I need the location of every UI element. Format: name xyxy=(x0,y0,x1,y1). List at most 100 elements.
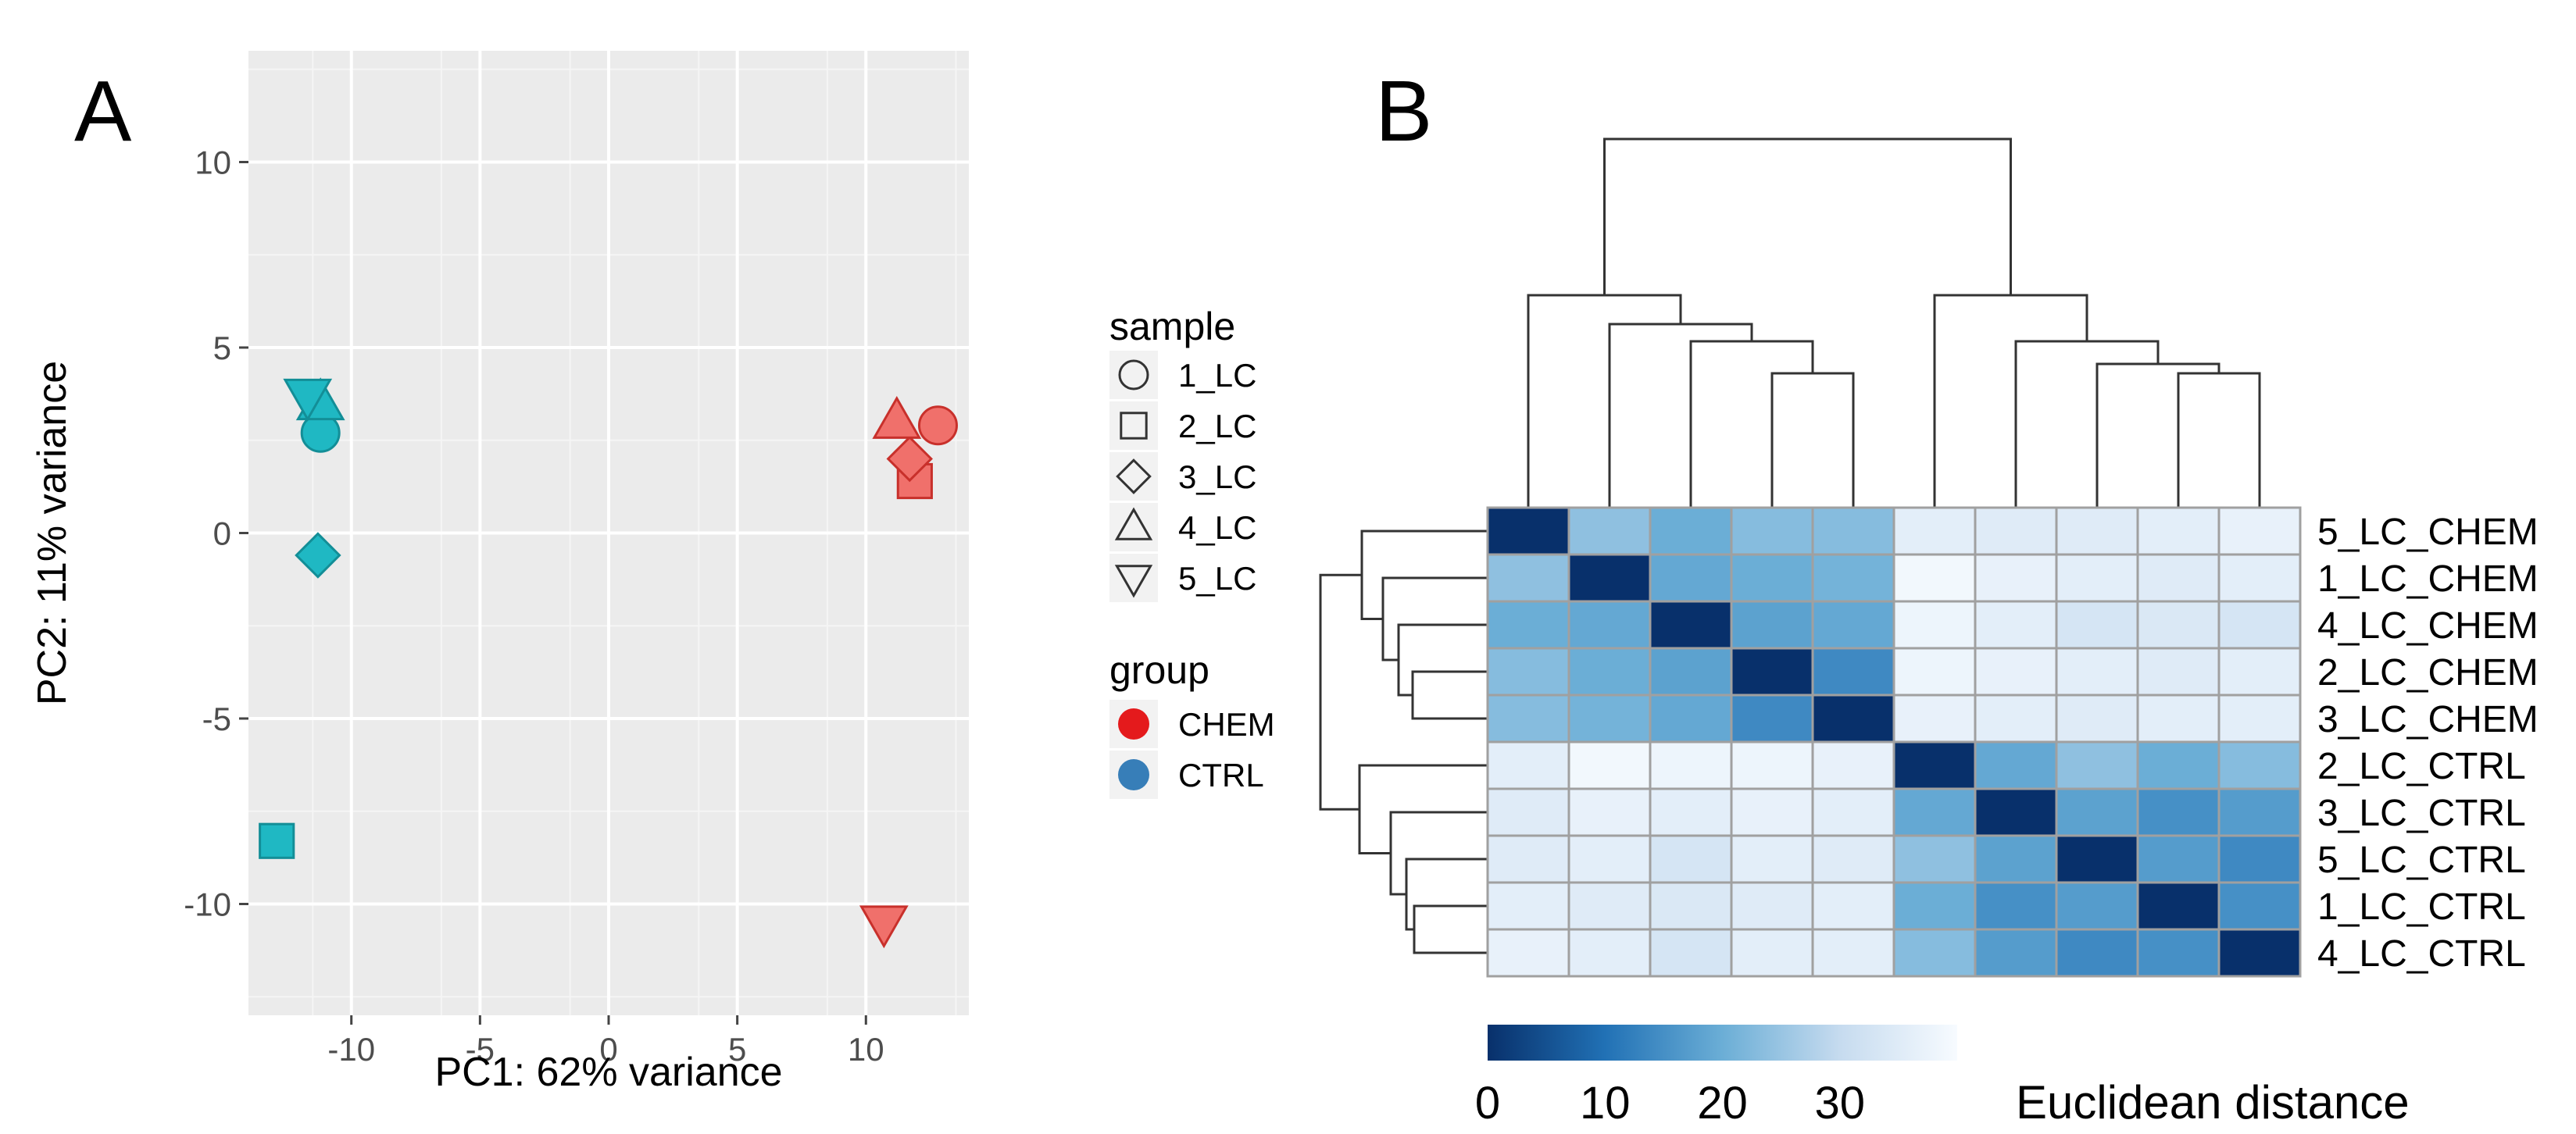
pca-points xyxy=(259,377,958,949)
y-tick-label: -5 xyxy=(202,701,231,737)
heatmap-cell xyxy=(2136,553,2221,603)
legend-sample-label: 5_LC xyxy=(1178,560,1256,597)
legend-group-label: CHEM xyxy=(1178,706,1275,743)
legend-key-bg xyxy=(1109,401,1158,450)
heatmap-cell xyxy=(2217,506,2302,556)
heatmap-row-label: 5_LC_CTRL xyxy=(2317,840,2526,881)
heatmap-cell xyxy=(1567,881,1652,931)
heatmap-cell xyxy=(2055,928,2139,978)
heatmap-cell xyxy=(1811,553,1895,603)
heatmap-cell xyxy=(1892,787,1977,837)
heatmap-cell xyxy=(2217,600,2302,650)
heatmap-cell xyxy=(2136,647,2221,697)
heatmap-cell xyxy=(1811,740,1895,790)
heatmap-cell xyxy=(1649,740,1733,790)
heatmap-cell xyxy=(1567,553,1652,603)
dendrogram-link xyxy=(1413,904,1488,954)
heatmap-cell xyxy=(1649,787,1733,837)
heatmap-cell xyxy=(1567,506,1652,556)
panel-b-label: B xyxy=(1375,63,1432,159)
heatmap-cell xyxy=(1974,600,2058,650)
legend-shape-diamond xyxy=(1116,458,1152,494)
x-tick-label: -10 xyxy=(327,1031,375,1068)
colorbar-label: Euclidean distance xyxy=(2016,1076,2410,1129)
legend-key-bg xyxy=(1109,351,1158,399)
heatmap-cell xyxy=(2055,694,2139,744)
heatmap-cell xyxy=(2055,553,2139,603)
heatmap-row-label: 1_LC_CHEM xyxy=(2317,558,2538,600)
dendrogram-link xyxy=(1603,137,2012,295)
x-tick-label: -5 xyxy=(466,1031,495,1068)
heatmap-cell xyxy=(2055,647,2139,697)
dendrogram-link xyxy=(1360,530,1488,620)
heatmap-cell xyxy=(1730,600,1814,650)
pca-y-axis-label: PC2: 11% variance xyxy=(30,361,75,705)
heatmap-cell xyxy=(2136,740,2221,790)
heatmap-cell xyxy=(1811,834,1895,884)
colorbar-gradient xyxy=(1488,1025,1957,1061)
pca-ticks: -10 -5 0 5 10 10 5 0 -5 -10 xyxy=(184,144,884,1068)
heatmap-cell xyxy=(2217,928,2302,978)
heatmap-cells xyxy=(1486,506,2302,978)
heatmap-cell xyxy=(1567,694,1652,744)
heatmap-cell xyxy=(1730,881,1814,931)
heatmap-cell xyxy=(1892,694,1977,744)
heatmap-cell xyxy=(2055,881,2139,931)
heatmap-cell xyxy=(1730,647,1814,697)
heatmap-cell xyxy=(2136,928,2221,978)
heatmap-cell xyxy=(1974,787,2058,837)
heatmap-cell xyxy=(2055,834,2139,884)
legend-shape-square xyxy=(1120,412,1148,440)
heatmap-cell xyxy=(1974,694,2058,744)
legend-sample-label: 3_LC xyxy=(1178,458,1256,495)
heatmap-cell xyxy=(1649,694,1733,744)
pca-gridlines xyxy=(248,51,969,1015)
heatmap-cell xyxy=(1486,553,1570,603)
colorbar-tick-label: 30 xyxy=(1814,1078,1865,1129)
heatmap-cell xyxy=(2217,881,2302,931)
legend-group-title: group xyxy=(1109,648,1209,692)
heatmap-cell xyxy=(1649,600,1733,650)
colorbar-tick-label: 10 xyxy=(1580,1078,1631,1129)
dendrogram-link xyxy=(1689,340,1814,508)
colorbar-tick-label: 0 xyxy=(1475,1078,1500,1129)
dendrogram-link xyxy=(1770,372,1855,508)
dendrogram-link xyxy=(1405,858,1488,931)
heatmap-row-label: 4_LC_CTRL xyxy=(2317,933,2526,975)
colorbar-tick-label: 20 xyxy=(1697,1078,1748,1129)
legend-sample-title: sample xyxy=(1109,305,1235,348)
heatmap-cell xyxy=(1486,506,1570,556)
heatmap-cell xyxy=(1811,694,1895,744)
heatmap-row-label: 2_LC_CHEM xyxy=(2317,652,2538,694)
heatmap-cell xyxy=(1486,694,1570,744)
heatmap-cell xyxy=(1730,787,1814,837)
point-chem-1_lc xyxy=(917,405,958,446)
heatmap-cell xyxy=(2136,694,2221,744)
distance-heatmap: 5_LC_CHEM 1_LC_CHEM 4_LC_CHEM 2_LC_CHEM 3_LC… xyxy=(1319,137,2538,1129)
pca-legend: sample 1_LC 2_LC 3_LC 4_LC 5_LC group CHEM CT… xyxy=(1109,305,1275,799)
point-ctrl-2_lc xyxy=(259,822,295,859)
heatmap-cell xyxy=(1730,506,1814,556)
dendrogram-link xyxy=(1358,764,1488,854)
heatmap-cell xyxy=(1567,787,1652,837)
point-chem-3_lc xyxy=(886,435,933,483)
heatmap-cell xyxy=(1974,553,2058,603)
heatmap-cell xyxy=(1730,740,1814,790)
y-tick-label: 10 xyxy=(195,144,231,181)
heatmap-cell xyxy=(2055,740,2139,790)
heatmap-cell xyxy=(2217,694,2302,744)
heatmap-row-label: 1_LC_CTRL xyxy=(2317,886,2526,928)
dendrogram-link xyxy=(1933,294,2088,508)
x-tick-label: 10 xyxy=(848,1031,884,1068)
dendrogram-link xyxy=(2014,340,2160,508)
heatmap-cell xyxy=(1486,600,1570,650)
heatmap-row-label: 2_LC_CTRL xyxy=(2317,746,2526,787)
heatmap-cell xyxy=(1974,928,2058,978)
pca-x-axis-label: PC1: 62% variance xyxy=(434,1050,782,1095)
heatmap-cell xyxy=(1649,928,1733,978)
pca-scatter-plot: -10 -5 0 5 10 10 5 0 -5 -10 PC1: 62% variance PC2… xyxy=(30,51,1275,1095)
heatmap-cell xyxy=(1567,928,1652,978)
y-tick-label: 5 xyxy=(213,330,231,366)
heatmap-cell xyxy=(1892,928,1977,978)
heatmap-row-label: 3_LC_CTRL xyxy=(2317,793,2526,834)
